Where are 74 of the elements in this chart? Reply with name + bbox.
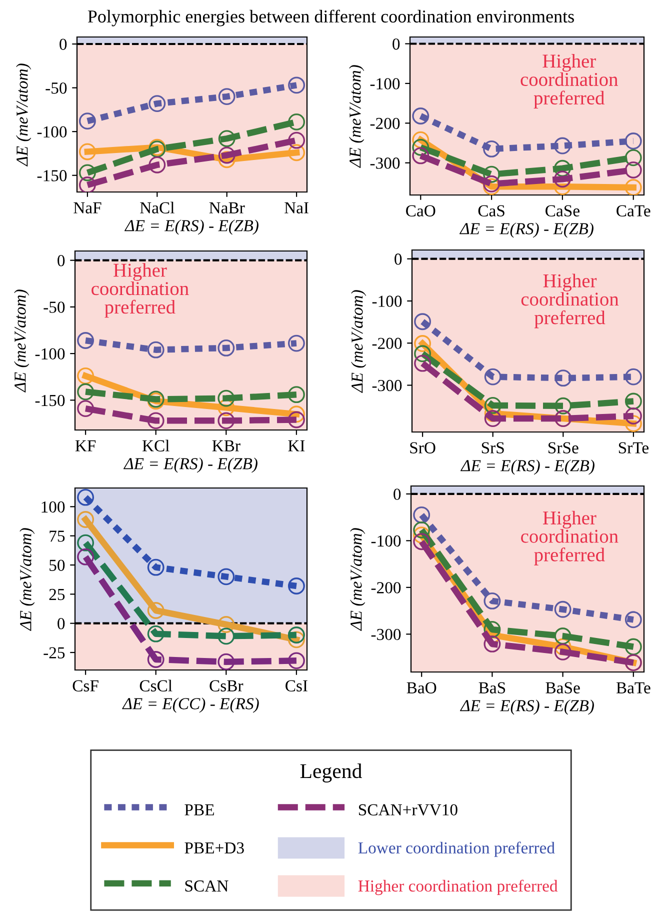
x-tick-label: SrS	[482, 442, 504, 454]
x-tick-label: CsBr	[210, 680, 244, 692]
x-axis-title: ΔE = E(RS) - E(ZB)	[123, 458, 258, 473]
y-tick-label: 0	[58, 255, 65, 266]
x-tick-label: KF	[75, 440, 96, 452]
x-tick-label: NaBr	[209, 202, 245, 214]
y-tick-label: -300	[371, 628, 401, 640]
y-axis-title: ΔE (meV/atom)	[349, 65, 364, 168]
x-tick-label: NaCl	[140, 202, 174, 214]
x-axis-title: ΔE = E(RS) - E(ZB)	[460, 460, 594, 475]
y-tick-label: 50	[50, 560, 65, 571]
y-axis-title: ΔE (meV/atom)	[16, 64, 32, 166]
y-tick-label: 100	[42, 501, 65, 513]
x-tick-label: CsF	[72, 680, 98, 692]
x-tick-label: KCl	[142, 440, 170, 452]
legend-label: Higher coordination preferred	[358, 880, 558, 896]
y-tick-label: 0	[392, 38, 400, 50]
y-tick-label: 0	[58, 618, 65, 630]
x-tick-label: SrO	[410, 442, 436, 454]
y-tick-label: -100	[37, 126, 67, 138]
x-tick-label: CaTe	[616, 205, 650, 216]
annotation: Higher coordination preferred	[521, 274, 619, 328]
legend-label: SCAN	[185, 880, 228, 892]
y-tick-label: 0	[394, 488, 401, 500]
x-axis-title: ΔE = E(RS) - E(ZB)	[460, 700, 594, 715]
y-tick-label: -100	[35, 348, 65, 360]
x-tick-label: BaTe	[616, 682, 650, 694]
y-tick-label: -50	[46, 82, 67, 94]
y-tick-label: 25	[49, 588, 65, 600]
x-tick-label: CsCl	[140, 680, 172, 692]
legend-label: PBE	[184, 804, 214, 816]
legend-title: Legend	[300, 764, 362, 782]
y-tick-label: -100	[370, 78, 400, 90]
y-tick-label: 0	[60, 38, 67, 50]
y-tick-label: -100	[371, 535, 401, 547]
x-tick-label: SrTe	[618, 442, 648, 454]
y-tick-label: -150	[35, 394, 65, 406]
annotation: Higher coordination preferred	[92, 263, 189, 318]
x-tick-label: BaO	[406, 682, 436, 694]
y-tick-label: -200	[372, 338, 402, 350]
y-tick-label: -200	[371, 582, 401, 594]
y-tick-label: -25	[44, 647, 65, 658]
legend-label: SCAN+rVV10	[358, 804, 458, 816]
x-tick-label: CaS	[478, 205, 504, 216]
x-axis-title: ΔE = E(CC) - E(RS)	[122, 698, 259, 713]
annotation: Higher coordination preferred	[521, 510, 618, 566]
legend-label: Lower coordination preferred	[358, 842, 555, 857]
annotation: Higher coordination preferred	[520, 54, 618, 108]
y-tick-label: 0	[394, 254, 402, 265]
y-axis-title: ΔE (meV/atom)	[14, 290, 30, 392]
y-axis-title: ΔE (meV/atom)	[350, 528, 366, 631]
y-tick-label: -200	[370, 118, 400, 130]
x-tick-label: NaF	[74, 202, 102, 214]
y-axis-title: ΔE (meV/atom)	[20, 528, 35, 631]
x-tick-label: CaO	[406, 205, 436, 216]
y-tick-label: 75	[50, 530, 65, 542]
x-axis-title: ΔE = E(RS) - E(ZB)	[124, 220, 258, 235]
x-tick-label: NaI	[284, 202, 308, 214]
x-tick-label: BaSe	[546, 682, 580, 694]
x-tick-label: CsI	[286, 680, 308, 692]
x-axis-title: ΔE = E(RS) - E(ZB)	[459, 222, 594, 238]
x-tick-label: KI	[288, 440, 305, 452]
y-tick-label: -50	[44, 302, 65, 313]
x-tick-label: KBr	[212, 440, 240, 452]
x-tick-label: SrSe	[548, 442, 578, 454]
y-tick-label: -100	[372, 296, 402, 307]
y-tick-label: -300	[372, 380, 402, 392]
y-tick-label: -300	[370, 158, 400, 169]
x-tick-label: BaS	[478, 682, 506, 694]
y-axis-title: ΔE (meV/atom)	[351, 290, 366, 393]
x-tick-label: CaSe	[546, 205, 580, 216]
chart-title: Polymorphic energies between different coordination environments	[88, 10, 574, 26]
y-tick-label: -150	[37, 170, 67, 182]
legend-label: PBE+D3	[184, 842, 244, 854]
